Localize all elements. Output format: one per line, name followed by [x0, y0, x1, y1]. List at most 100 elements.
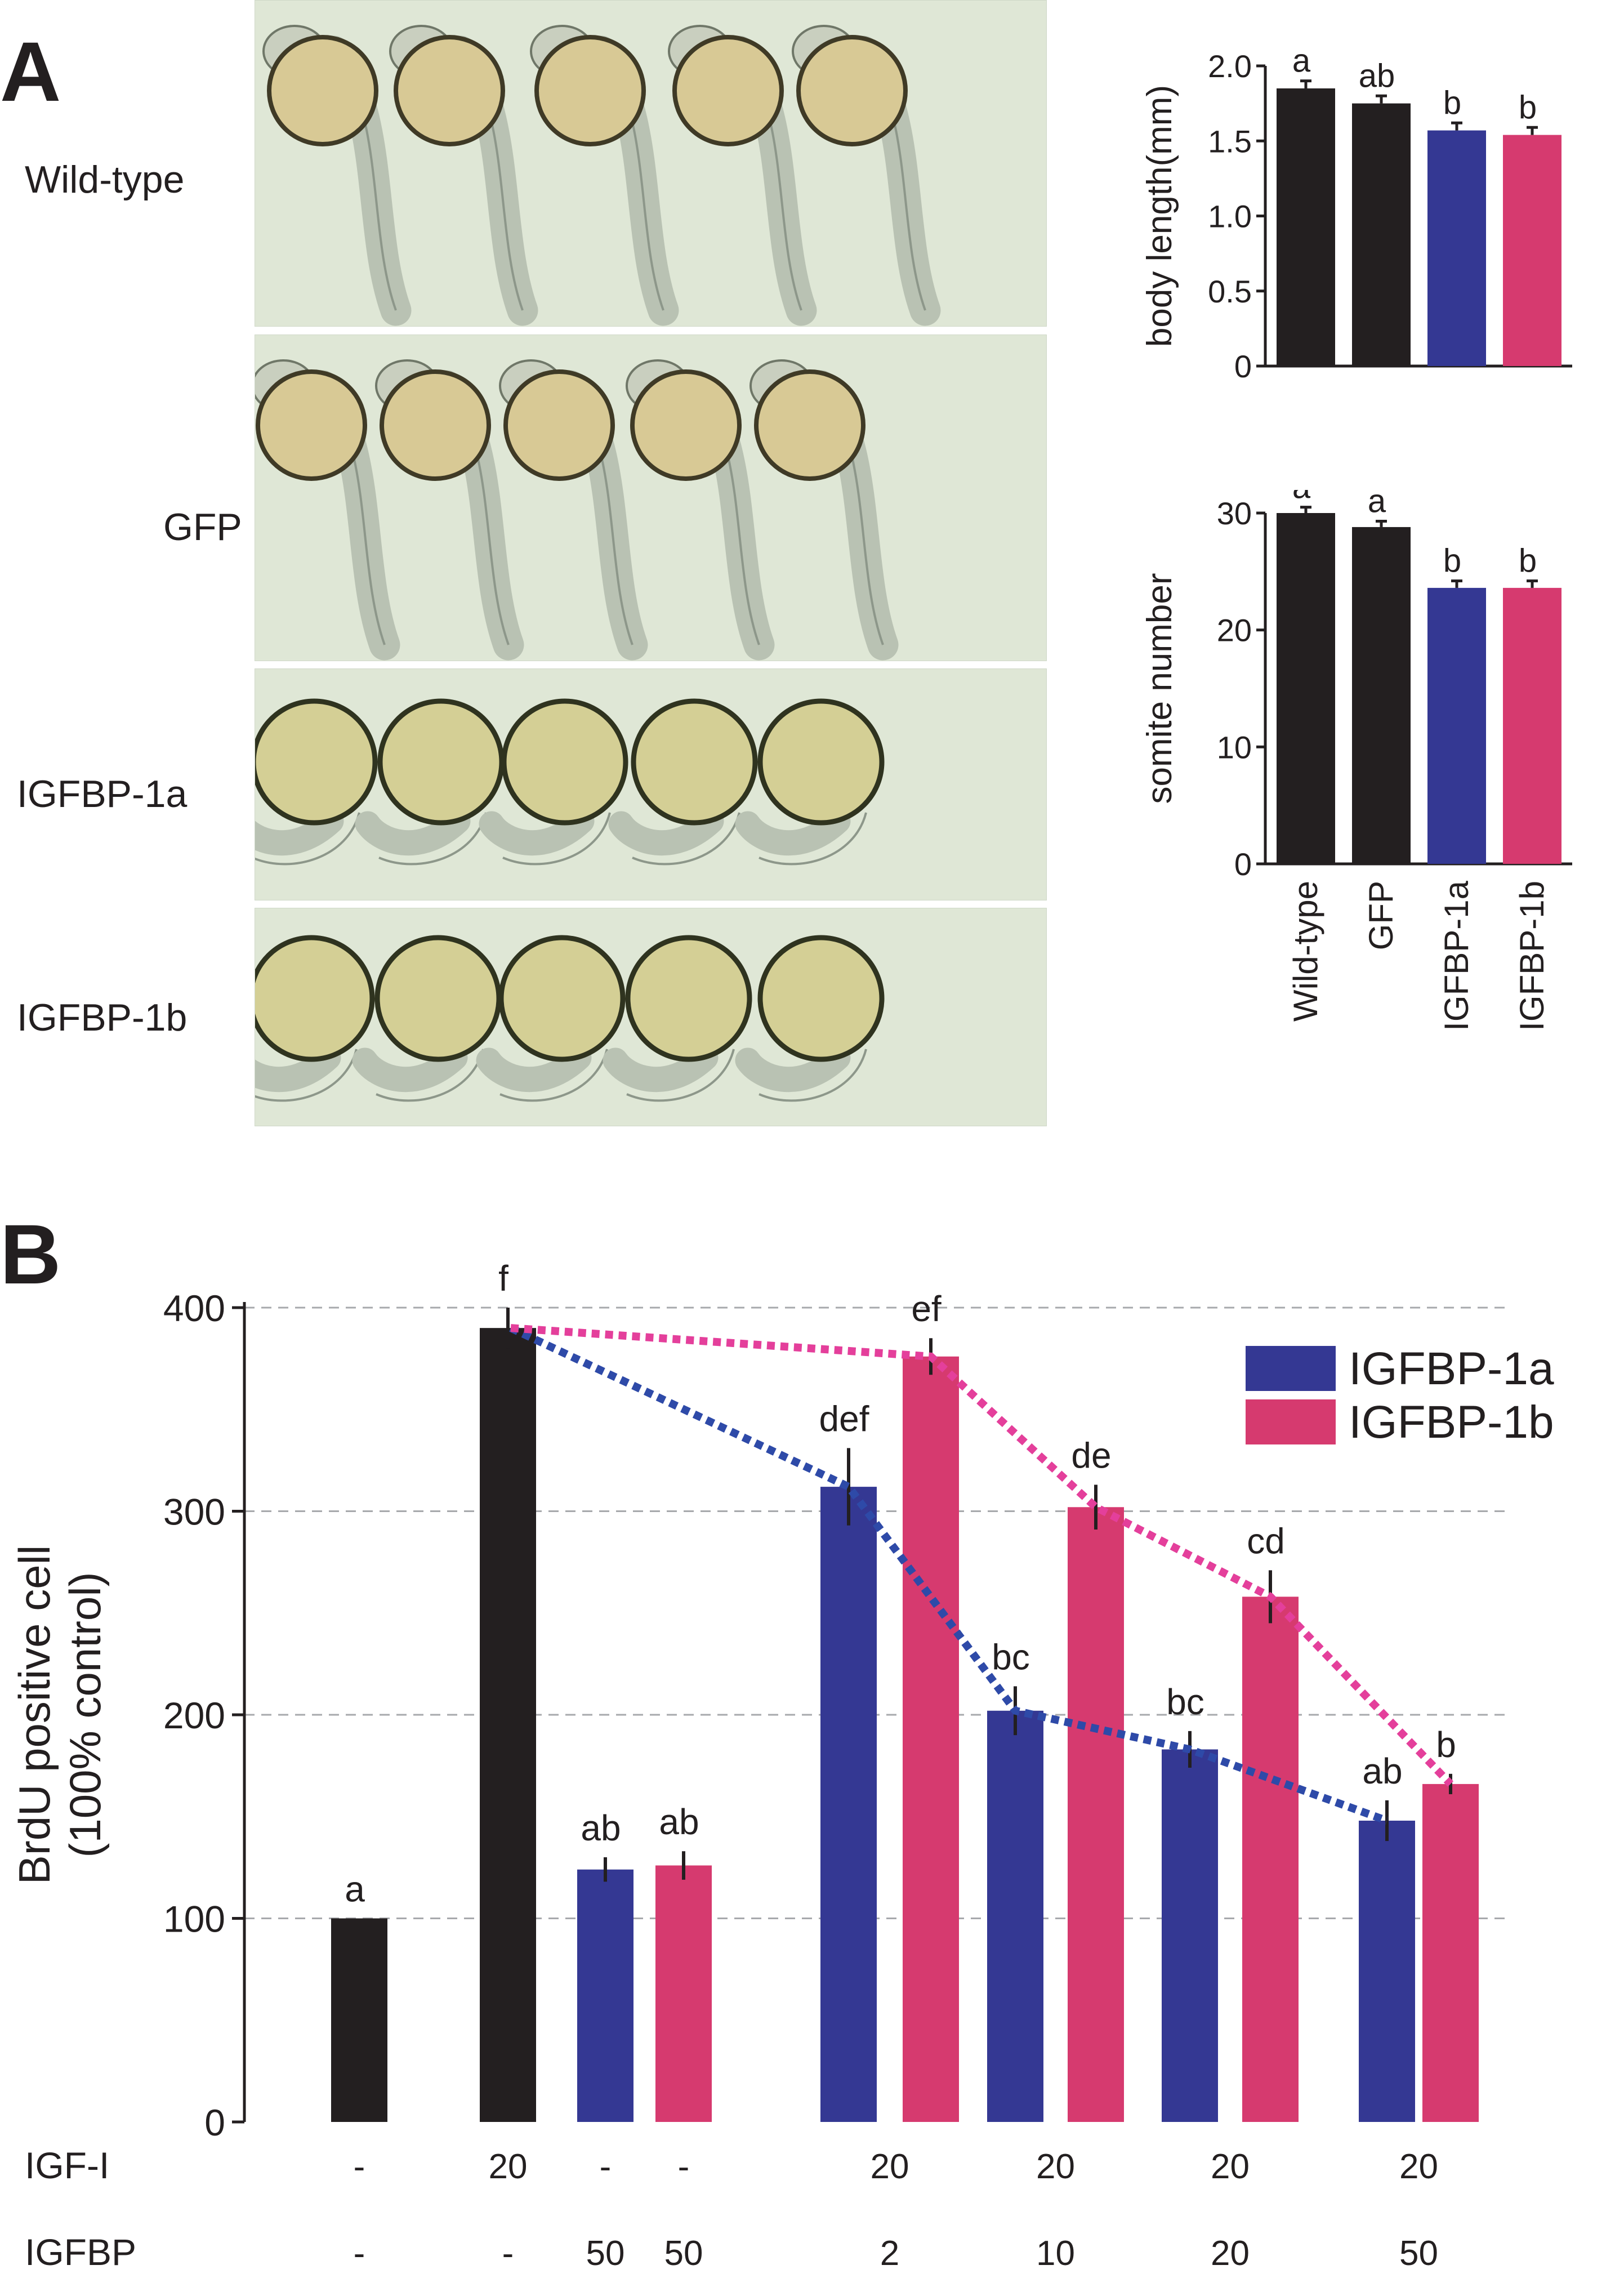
significance-letter: b [1443, 542, 1461, 579]
y-axis-label: BrdU positive cell [10, 1545, 59, 1885]
embryo-tail-outline [376, 1049, 484, 1102]
y-axis-label: body length(mm) [1140, 85, 1179, 347]
embryo-yolk [501, 698, 628, 826]
embryo [530, 25, 679, 326]
legend-label: IGFBP-1a [1349, 1343, 1554, 1394]
y-tick-label: 1.5 [1208, 123, 1252, 159]
legend-swatch [1246, 1399, 1336, 1444]
embryo-yolk [625, 935, 752, 1062]
embryo-tail [355, 808, 471, 856]
row-label-igfbp-1b: IGFBP-1b [17, 996, 188, 1039]
embryo-yolk [757, 935, 885, 1062]
embryo-yolk [498, 935, 626, 1062]
embryo-yolk [255, 698, 378, 826]
significance-letter: def [819, 1398, 869, 1439]
embryo-yolk [796, 35, 908, 146]
significance-letter: a [345, 1869, 365, 1910]
bar [1503, 587, 1561, 864]
category-label: Wild-type [1287, 881, 1324, 1022]
legend-label: IGFBP-1b [1349, 1397, 1554, 1448]
y-tick-label: 0 [1234, 846, 1252, 882]
embryo [668, 25, 817, 326]
y-tick-label: 1.0 [1208, 199, 1252, 234]
brdu-chart: 0 100 200 300 400 BrdU positive cell (100% con… [10, 1258, 1554, 2273]
bar [903, 1356, 959, 2122]
y-tick-label: 2.0 [1208, 48, 1252, 84]
igfbp-row-label: IGFBP [25, 2231, 136, 2273]
embryo-yolk [377, 698, 505, 826]
significance-letter: de [1071, 1435, 1111, 1476]
significance-letter: a [1292, 43, 1311, 79]
bar [480, 1328, 536, 2122]
igfbp-dose-label: 50 [586, 2234, 625, 2273]
embryo-tail-outline [759, 1049, 867, 1102]
y-tick-label: 100 [163, 1898, 225, 1940]
embryo-tail-outline [502, 812, 611, 866]
y-tick-label: 400 [163, 1287, 225, 1329]
embryo-tail-outline [255, 1049, 358, 1102]
significance-letter: cd [1247, 1521, 1285, 1561]
embryo [255, 698, 378, 866]
bar [331, 1918, 387, 2122]
embryo-yolk [757, 698, 885, 826]
significance-letter: f [498, 1258, 508, 1299]
embryo-yolk [256, 369, 367, 481]
igf-dose-label: 20 [1211, 2147, 1250, 2186]
embryo-yolk [267, 35, 378, 146]
embryo-tail [476, 1045, 592, 1093]
y-tick-label: 10 [1217, 729, 1252, 765]
photo-igfbp-1a [255, 668, 1047, 900]
embryo [499, 359, 648, 661]
bar [1352, 103, 1411, 366]
row-label-gfp: GFP [163, 506, 242, 549]
embryo-yolk [380, 369, 491, 481]
embryo [735, 698, 885, 866]
body-length-chart: 0 0.5 1.0 1.5 2.0 body length(mm) a ab b b [1140, 43, 1572, 384]
embryo [479, 698, 628, 866]
y-tick-label: 200 [163, 1695, 225, 1736]
igfbp-dose-label: 50 [1399, 2234, 1438, 2273]
category-label: IGFBP-1b [1513, 881, 1551, 1031]
embryo-yolk [630, 369, 742, 481]
embryo [375, 359, 524, 661]
embryo-row-wild-type [255, 1, 1046, 326]
embryo [603, 935, 752, 1102]
embryo [735, 935, 885, 1102]
igf-dose-label: - [678, 2147, 690, 2186]
embryo-tail [603, 1045, 719, 1093]
igfbp-dose-label: 2 [880, 2234, 899, 2273]
embryo-yolk [672, 35, 784, 146]
embryo [792, 25, 941, 326]
igfbp-dose-label: - [354, 2234, 365, 2273]
bar [1427, 130, 1486, 366]
y-axis-label: (100% control) [60, 1572, 110, 1857]
embryo [476, 935, 626, 1102]
bar [1352, 527, 1411, 864]
embryo-tail [735, 1045, 851, 1093]
igf-dose-label: 20 [1036, 2147, 1075, 2186]
category-label: IGFBP-1a [1438, 880, 1475, 1031]
embryo-yolk [503, 369, 615, 481]
embryo-yolk [631, 698, 758, 826]
embryo [255, 359, 400, 661]
photo-igfbp-1b [255, 908, 1047, 1126]
y-axis-label: somite number [1140, 573, 1179, 804]
embryo-tail [608, 808, 724, 856]
significance-letter: b [1519, 542, 1537, 579]
embryo-yolk [754, 369, 865, 481]
igf-dose-label: 20 [1399, 2147, 1438, 2186]
embryo-tail [255, 1045, 341, 1093]
igf-dose-label: 20 [871, 2147, 909, 2186]
igf-dose-label: 20 [489, 2147, 528, 2186]
embryo-tail [479, 808, 595, 856]
bar [655, 1865, 712, 2122]
embryo-tail-outline [759, 812, 867, 866]
embryo [626, 359, 775, 661]
category-label: GFP [1362, 881, 1400, 950]
embryo [255, 935, 375, 1102]
embryo [749, 359, 899, 661]
bar [1427, 587, 1486, 864]
embryo-tail-outline [255, 812, 360, 866]
significance-letter: ab [659, 1802, 699, 1842]
embryo-yolk [394, 35, 505, 146]
